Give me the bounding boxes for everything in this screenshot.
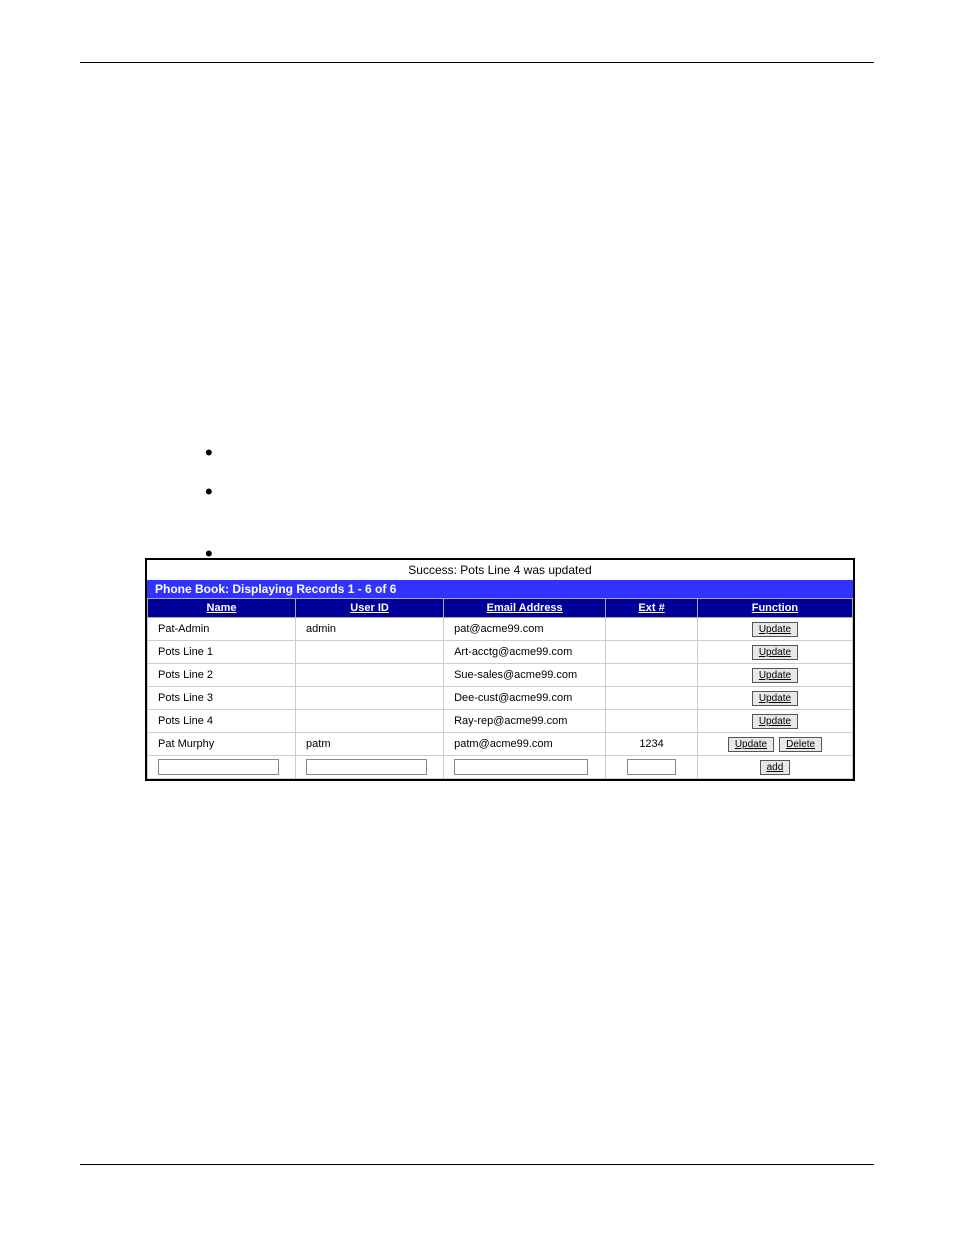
phone-book-table: Name User ID Email Address Ext # Functio… bbox=[147, 598, 853, 779]
cell-name: Pat Murphy bbox=[148, 733, 296, 756]
cell-function: Update bbox=[697, 710, 852, 733]
cell-userid: patm bbox=[296, 733, 444, 756]
cell-name: Pots Line 2 bbox=[148, 664, 296, 687]
cell-name: Pots Line 1 bbox=[148, 641, 296, 664]
add-row: add bbox=[148, 756, 853, 779]
add-name-cell bbox=[148, 756, 296, 779]
bullet-item: • bbox=[205, 442, 213, 464]
email-input[interactable] bbox=[454, 759, 588, 775]
table-row: Pat-Admin admin pat@acme99.com Update bbox=[148, 618, 853, 641]
update-button[interactable]: Update bbox=[752, 645, 798, 660]
cell-ext bbox=[606, 664, 698, 687]
table-body: Pat-Admin admin pat@acme99.com Update Po… bbox=[148, 618, 853, 779]
ext-input[interactable] bbox=[627, 759, 676, 775]
cell-email: Dee-cust@acme99.com bbox=[444, 687, 606, 710]
cell-userid bbox=[296, 641, 444, 664]
title-bar: Phone Book: Displaying Records 1 - 6 of … bbox=[147, 580, 853, 598]
cell-ext bbox=[606, 710, 698, 733]
col-header-ext[interactable]: Ext # bbox=[606, 599, 698, 618]
cell-name: Pots Line 4 bbox=[148, 710, 296, 733]
table-header-row: Name User ID Email Address Ext # Functio… bbox=[148, 599, 853, 618]
cell-userid bbox=[296, 687, 444, 710]
cell-ext: 1234 bbox=[606, 733, 698, 756]
cell-email: patm@acme99.com bbox=[444, 733, 606, 756]
add-userid-cell bbox=[296, 756, 444, 779]
cell-name: Pat-Admin bbox=[148, 618, 296, 641]
col-header-email[interactable]: Email Address bbox=[444, 599, 606, 618]
header-rule bbox=[80, 62, 874, 63]
cell-function: Update bbox=[697, 618, 852, 641]
col-header-name[interactable]: Name bbox=[148, 599, 296, 618]
cell-function: Update bbox=[697, 641, 852, 664]
cell-name: Pots Line 3 bbox=[148, 687, 296, 710]
update-button[interactable]: Update bbox=[728, 737, 774, 752]
col-header-function: Function bbox=[697, 599, 852, 618]
userid-input[interactable] bbox=[306, 759, 427, 775]
update-button[interactable]: Update bbox=[752, 622, 798, 637]
cell-email: Art-acctg@acme99.com bbox=[444, 641, 606, 664]
table-row: Pots Line 1 Art-acctg@acme99.com Update bbox=[148, 641, 853, 664]
phone-book-panel: Success: Pots Line 4 was updated Phone B… bbox=[145, 558, 855, 781]
bullet-item: • bbox=[205, 481, 213, 503]
add-ext-cell bbox=[606, 756, 698, 779]
page: • • • • Success: Pots Line 4 was updated… bbox=[0, 0, 954, 1235]
cell-function: Update bbox=[697, 664, 852, 687]
update-button[interactable]: Update bbox=[752, 668, 798, 683]
cell-userid bbox=[296, 664, 444, 687]
delete-button[interactable]: Delete bbox=[779, 737, 822, 752]
footer-rule bbox=[80, 1164, 874, 1165]
cell-userid bbox=[296, 710, 444, 733]
cell-ext bbox=[606, 618, 698, 641]
add-button[interactable]: add bbox=[760, 760, 791, 775]
update-button[interactable]: Update bbox=[752, 714, 798, 729]
update-button[interactable]: Update bbox=[752, 691, 798, 706]
table-row: Pots Line 3 Dee-cust@acme99.com Update bbox=[148, 687, 853, 710]
add-fn-cell: add bbox=[697, 756, 852, 779]
add-email-cell bbox=[444, 756, 606, 779]
cell-ext bbox=[606, 687, 698, 710]
cell-userid: admin bbox=[296, 618, 444, 641]
col-header-userid[interactable]: User ID bbox=[296, 599, 444, 618]
cell-email: Ray-rep@acme99.com bbox=[444, 710, 606, 733]
status-message: Success: Pots Line 4 was updated bbox=[147, 560, 853, 580]
cell-function: Update bbox=[697, 687, 852, 710]
table-row: Pat Murphy patm patm@acme99.com 1234 Upd… bbox=[148, 733, 853, 756]
table-row: Pots Line 2 Sue-sales@acme99.com Update bbox=[148, 664, 853, 687]
name-input[interactable] bbox=[158, 759, 279, 775]
cell-ext bbox=[606, 641, 698, 664]
cell-function: Update Delete bbox=[697, 733, 852, 756]
table-row: Pots Line 4 Ray-rep@acme99.com Update bbox=[148, 710, 853, 733]
cell-email: pat@acme99.com bbox=[444, 618, 606, 641]
cell-email: Sue-sales@acme99.com bbox=[444, 664, 606, 687]
